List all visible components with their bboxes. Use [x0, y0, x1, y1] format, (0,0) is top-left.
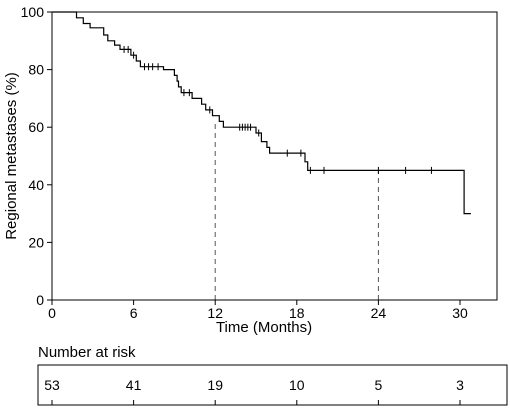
y-tick-label: 80: [28, 62, 44, 78]
y-tick-label: 20: [28, 234, 44, 250]
x-tick-label: 30: [452, 305, 468, 321]
risk-count: 5: [375, 377, 383, 393]
risk-count: 41: [126, 377, 142, 393]
risk-table-title: Number at risk: [38, 344, 136, 361]
y-tick-label: 0: [36, 292, 44, 308]
x-tick-label: 18: [289, 305, 305, 321]
x-axis-label: Time (Months): [216, 319, 312, 336]
risk-count: 3: [456, 377, 464, 393]
plot-area: [52, 11, 471, 300]
risk-count: 53: [44, 377, 60, 393]
x-tick-label: 12: [207, 305, 223, 321]
x-tick-label: 0: [48, 305, 56, 321]
x-tick-label: 6: [130, 305, 138, 321]
y-tick-label: 40: [28, 177, 44, 193]
y-tick-label: 60: [28, 119, 44, 135]
risk-table-frame: [37, 364, 508, 406]
risk-count: 10: [289, 377, 305, 393]
risk-table: 53 41 19 10 5 3: [44, 377, 464, 405]
y-axis-label: Regional metastases (%): [3, 72, 20, 240]
survival-curve: [52, 11, 471, 215]
y-tick-label: 100: [21, 4, 45, 20]
plot-frame: [51, 11, 498, 301]
risk-count: 19: [207, 377, 223, 393]
x-tick-label: 24: [371, 305, 387, 321]
axes: 0 20 40 60 80 100 0 6 12 18 24 30: [21, 4, 498, 321]
